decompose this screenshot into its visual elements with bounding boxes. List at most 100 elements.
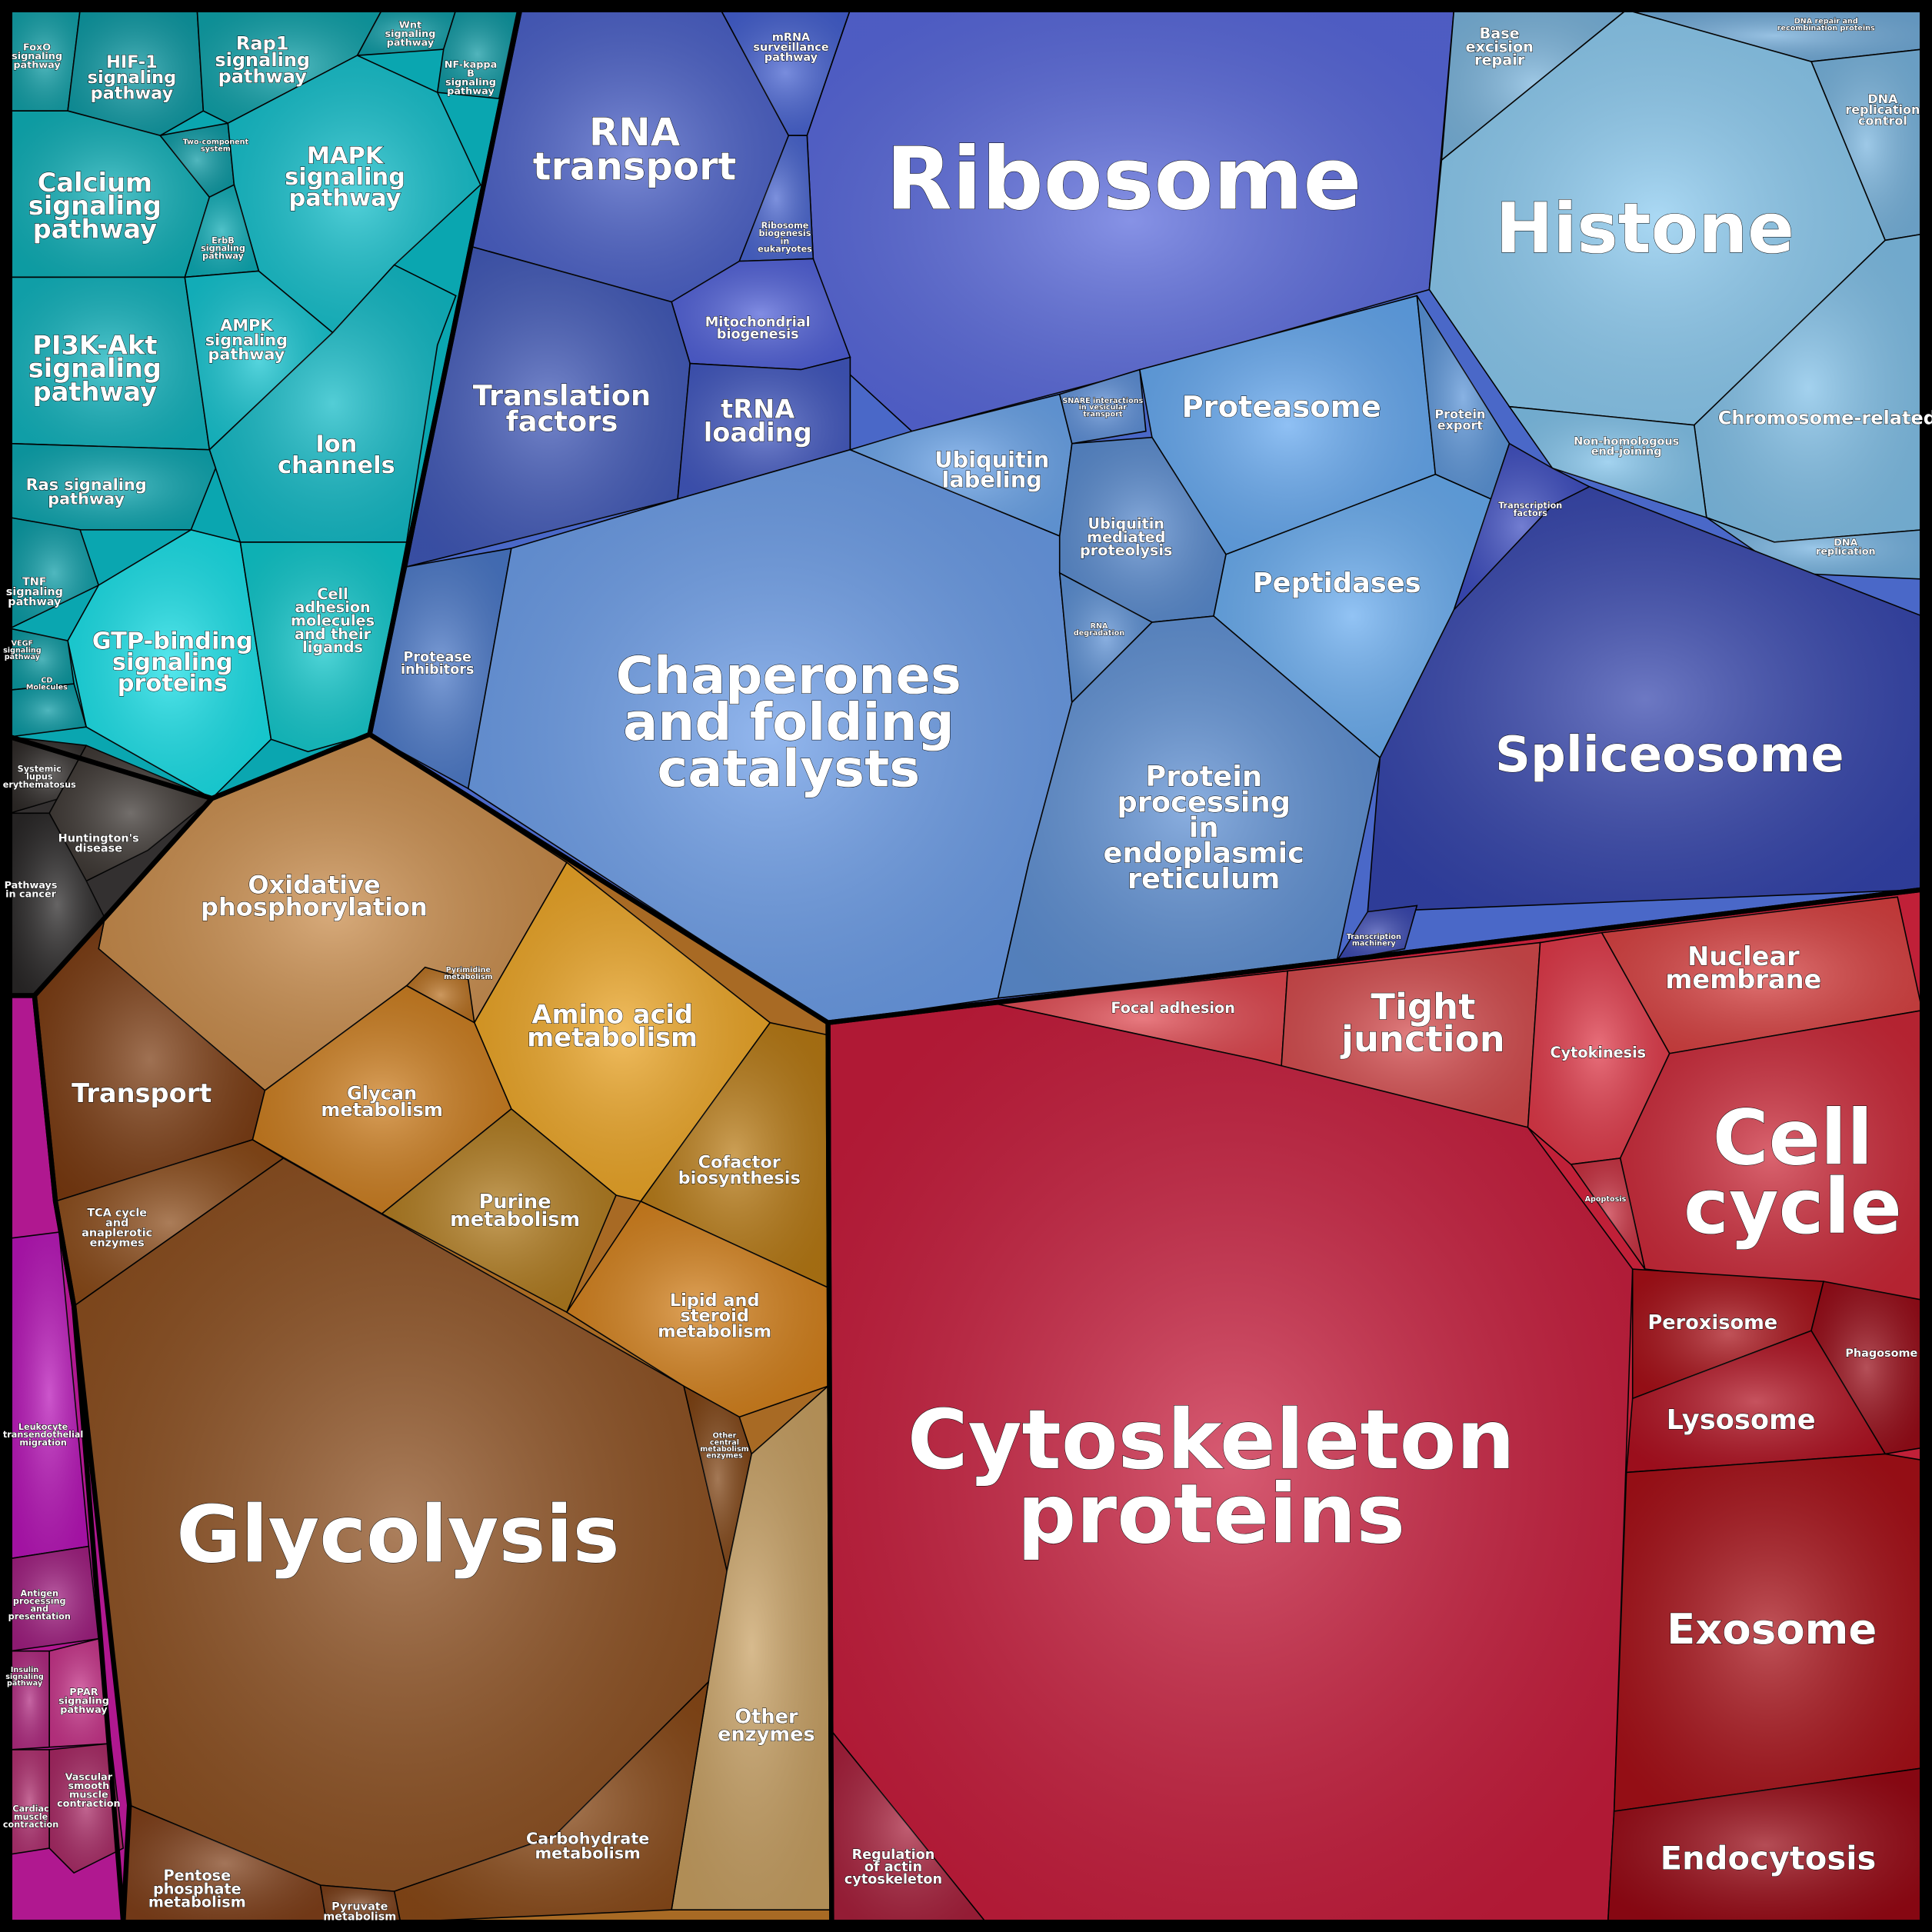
cell-shade — [671, 1386, 832, 1910]
cell-shade — [185, 185, 259, 278]
cell-shade — [9, 1651, 50, 1750]
cell-label: Tight junction — [1340, 986, 1505, 1060]
cell-label: Transcription factors — [1498, 501, 1562, 518]
cell-label: Nuclear membrane — [1665, 941, 1821, 994]
cell-label: DNA replication — [1816, 537, 1876, 558]
cell-label: Proteasome — [1181, 390, 1381, 425]
cell-shade — [437, 9, 518, 99]
cell-shade — [209, 265, 456, 542]
cell-label: Pyruvate metabolism — [323, 1900, 396, 1923]
cell-label: VEGF signaling pathway — [3, 640, 42, 661]
cell-label: tRNA loading — [704, 395, 812, 448]
cell-shade — [1632, 1269, 1824, 1399]
cell-shade — [74, 1158, 728, 1892]
cell-label: HIF-1 signaling pathway — [88, 52, 176, 103]
cell-shade — [1139, 295, 1436, 555]
outer-border — [3, 3, 1929, 1929]
cell-shade — [1620, 1010, 1923, 1301]
cell-label: TNF signaling pathway — [6, 576, 63, 608]
cell-label: Translation factors — [473, 379, 651, 438]
cell-shade — [641, 1022, 828, 1288]
cell-shade — [1811, 1281, 1923, 1454]
cell-label: Chromosome-related — [1718, 408, 1932, 429]
cell-label: Ras signaling pathway — [26, 475, 147, 508]
cell-label: Glycolysis — [176, 1489, 619, 1581]
cell-label: Protein export — [1434, 407, 1485, 432]
cell-shade — [684, 1386, 752, 1571]
cell-label: Apoptosis — [1585, 1195, 1627, 1204]
cell-label: Mitochondrial biogenesis — [705, 315, 811, 342]
cell-label: Ribosome — [886, 130, 1362, 230]
cell-shade — [1509, 406, 1707, 518]
cell-label: ErbB signaling pathway — [201, 235, 245, 261]
cell-shade — [671, 258, 851, 370]
cell-label: GTP-binding signaling proteins — [92, 628, 253, 698]
cell-label: Lipid and steroid metabolism — [658, 1291, 771, 1341]
cell-shade — [1626, 1331, 1886, 1473]
cell-shade — [1059, 369, 1146, 444]
cell-shade — [566, 1201, 828, 1417]
cell-label: Protease inhibitors — [401, 650, 474, 678]
cell-label: Ubiquitin mediated proteolysis — [1080, 515, 1172, 560]
cell-label: Phagosome — [1845, 1347, 1917, 1360]
cell-shade — [228, 55, 481, 333]
cell-label: Cytokinesis — [1551, 1044, 1647, 1061]
cell-label: Spliceosome — [1495, 727, 1844, 784]
cell-shade — [1626, 9, 1923, 62]
cell-shade — [9, 9, 81, 112]
cell-shade — [807, 9, 1454, 431]
cell-shade — [394, 1681, 709, 1923]
cell-shade — [998, 971, 1288, 1066]
cell-shade — [9, 1232, 89, 1559]
cell-label: RNA transport — [533, 110, 737, 189]
cell-label: RNA degradation — [1074, 622, 1124, 638]
cell-label: Histone — [1496, 189, 1794, 269]
cell-shade — [160, 123, 235, 198]
cell-label: Other central metabolism enzymes — [700, 1432, 748, 1461]
cell-shade — [1059, 437, 1227, 623]
cell-label: PPAR signaling pathway — [58, 1687, 109, 1716]
cell-label: Purine metabolism — [450, 1191, 580, 1231]
cell-shade — [1337, 905, 1417, 961]
cell-label: Non-homologous end-joining — [1574, 436, 1679, 458]
cell-shade — [406, 246, 691, 567]
cell-shade — [197, 9, 382, 124]
cell-label: Wnt signaling pathway — [385, 20, 436, 49]
cell-shade — [68, 529, 271, 799]
cell-label: mRNA surveillance pathway — [753, 32, 828, 64]
cell-label: Huntington's disease — [58, 832, 139, 854]
cell-label: Pathways in cancer — [5, 880, 58, 901]
cell-shade — [9, 628, 75, 691]
cell-label: Glycan metabolism — [321, 1082, 442, 1121]
cell-label: Other enzymes — [718, 1706, 815, 1747]
cell-shade — [474, 862, 771, 1201]
cell-label: Vascular smooth muscle contraction — [57, 1772, 121, 1810]
cell-label: Endocytosis — [1661, 1839, 1877, 1877]
cell-label: Transport — [72, 1078, 212, 1108]
cell-label: FoxO signaling pathway — [12, 42, 62, 71]
cell-label: Cardiac muscle contraction — [3, 1804, 58, 1830]
cell-shade — [123, 1804, 327, 1923]
cell-label: Ion channels — [278, 431, 395, 478]
cell-label: Amino acid metabolism — [527, 999, 698, 1052]
cell-label: Systemic lupus erythematosus — [3, 764, 76, 790]
cell-shade — [1607, 1767, 1923, 1923]
cell-label: Chaperones and folding catalysts — [616, 645, 961, 798]
cell-shade — [9, 443, 216, 530]
cell-shade — [9, 1749, 50, 1855]
cell-shade — [9, 111, 210, 278]
cell-shade — [68, 9, 204, 136]
cell-shade — [49, 1638, 112, 1747]
cell-shade — [828, 1004, 1633, 1923]
cell-label: PI3K-Akt signaling pathway — [28, 330, 162, 407]
cell-label: Cell adhesion molecules and their ligands — [291, 585, 375, 656]
cell-shade — [9, 277, 210, 450]
cell-label: Transcription machinery — [1347, 933, 1401, 948]
cell-label: DNA repair and recombination proteins — [1777, 18, 1875, 33]
cell-shade — [739, 135, 814, 261]
cell-label: Oxidative phosphorylation — [201, 870, 428, 921]
cell-shade — [468, 449, 1072, 1023]
cell-label: AMPK signaling pathway — [205, 316, 288, 363]
